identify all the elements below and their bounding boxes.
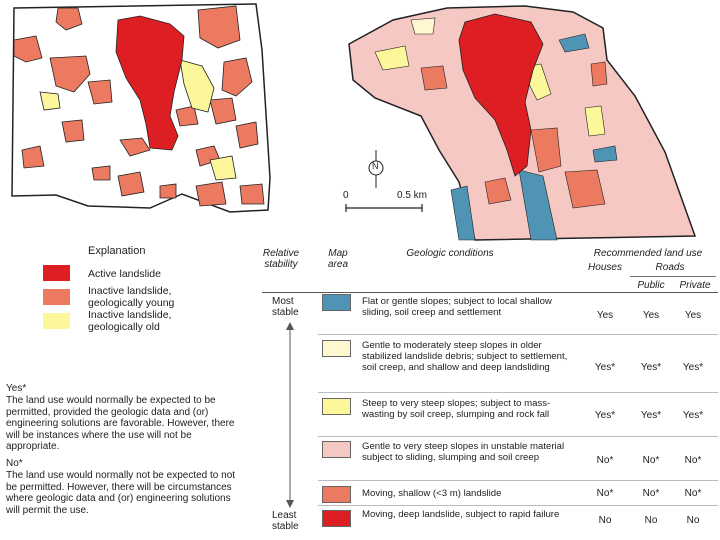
legend-label-old: Inactive landslide, geologically old — [88, 309, 172, 333]
header-relative-stability: Relative stability — [262, 248, 300, 270]
active-landslide-zone — [458, 13, 544, 177]
row-separator — [318, 334, 718, 335]
landslide-inventory-map — [11, 3, 271, 213]
active-landslide — [115, 15, 185, 151]
legend-swatch-active — [43, 265, 70, 281]
stability-arrow-icon — [286, 322, 294, 508]
map-area-swatch-yellow — [322, 398, 351, 415]
header-houses: Houses — [588, 262, 622, 273]
map-area-swatch-teal — [322, 294, 351, 311]
roads-underline — [630, 276, 716, 277]
scale-bar — [345, 204, 423, 212]
private-value-4: No* — [684, 455, 702, 466]
row-separator — [318, 436, 718, 437]
legend-swatch-young — [43, 289, 70, 305]
public-value-4: No* — [642, 455, 660, 466]
private-value-2: Yes* — [682, 362, 704, 373]
houses-value-1: Yes — [596, 310, 614, 321]
header-private: Private — [679, 280, 711, 291]
north-arrow-icon — [368, 150, 384, 188]
public-value-3: Yes* — [640, 410, 662, 421]
public-value-1: Yes — [642, 310, 660, 321]
scale-distance: 0.5 km — [397, 190, 428, 201]
row-separator — [318, 505, 718, 506]
row-separator — [318, 392, 718, 393]
legend-swatch-old — [43, 313, 70, 329]
map-area-swatch-salmon — [322, 486, 351, 503]
private-value-5: No* — [684, 488, 702, 499]
houses-value-3: Yes* — [594, 410, 616, 421]
salmon-zones — [420, 61, 608, 209]
header-divider — [262, 292, 718, 293]
houses-value-4: No* — [596, 455, 614, 466]
most-stable-label: Most stable — [272, 296, 299, 318]
map-area-swatch-pink — [322, 441, 351, 458]
private-value-1: Yes — [684, 310, 702, 321]
note-no-text: The land use would normally not be expec… — [6, 470, 236, 516]
header-recommended-land-use: Recommended land use — [593, 248, 703, 259]
note-no-heading: No* — [6, 458, 23, 469]
legend-title: Explanation — [88, 245, 146, 257]
young-landslides — [13, 5, 265, 207]
public-value-6: No — [644, 515, 658, 526]
map-area-swatch-pale-yellow — [322, 340, 351, 357]
legend-label-young: Inactive landslide, geologically young — [88, 285, 175, 309]
old-landslides — [39, 59, 237, 181]
houses-value-5: No* — [596, 488, 614, 499]
scale-zero: 0 — [343, 190, 349, 201]
least-stable-label: Least stable — [272, 510, 299, 532]
row-separator — [318, 480, 718, 481]
header-map-area: Map area — [327, 248, 348, 270]
public-value-2: Yes* — [640, 362, 662, 373]
header-geologic-conditions: Geologic conditions — [406, 248, 494, 259]
private-value-6: No — [686, 515, 700, 526]
note-yes-text: The land use would normally be expected … — [6, 395, 235, 453]
header-public: Public — [637, 280, 665, 291]
private-value-3: Yes* — [682, 410, 704, 421]
teal-zones — [450, 33, 618, 241]
map-area-swatch-red — [322, 510, 351, 527]
header-roads: Roads — [655, 262, 685, 273]
geologic-condition-5: Moving, shallow (<3 m) landslide — [362, 488, 502, 499]
geologic-condition-3: Steep to very steep slopes; subject to m… — [362, 398, 551, 421]
geologic-condition-2: Gentle to moderately steep slopes in old… — [362, 340, 568, 374]
geologic-condition-1: Flat or gentle slopes; subject to local … — [362, 296, 552, 319]
legend-label-active: Active landslide — [88, 268, 161, 280]
public-value-5: No* — [642, 488, 660, 499]
houses-value-6: No — [598, 515, 612, 526]
houses-value-2: Yes* — [594, 362, 616, 373]
geologic-condition-6: Moving, deep landslide, subject to rapid… — [362, 509, 560, 520]
geologic-condition-4: Gentle to very steep slopes in unstable … — [362, 441, 565, 464]
note-yes-heading: Yes* — [6, 383, 27, 394]
north-label: N — [372, 161, 379, 171]
land-use-stability-map — [348, 5, 697, 241]
